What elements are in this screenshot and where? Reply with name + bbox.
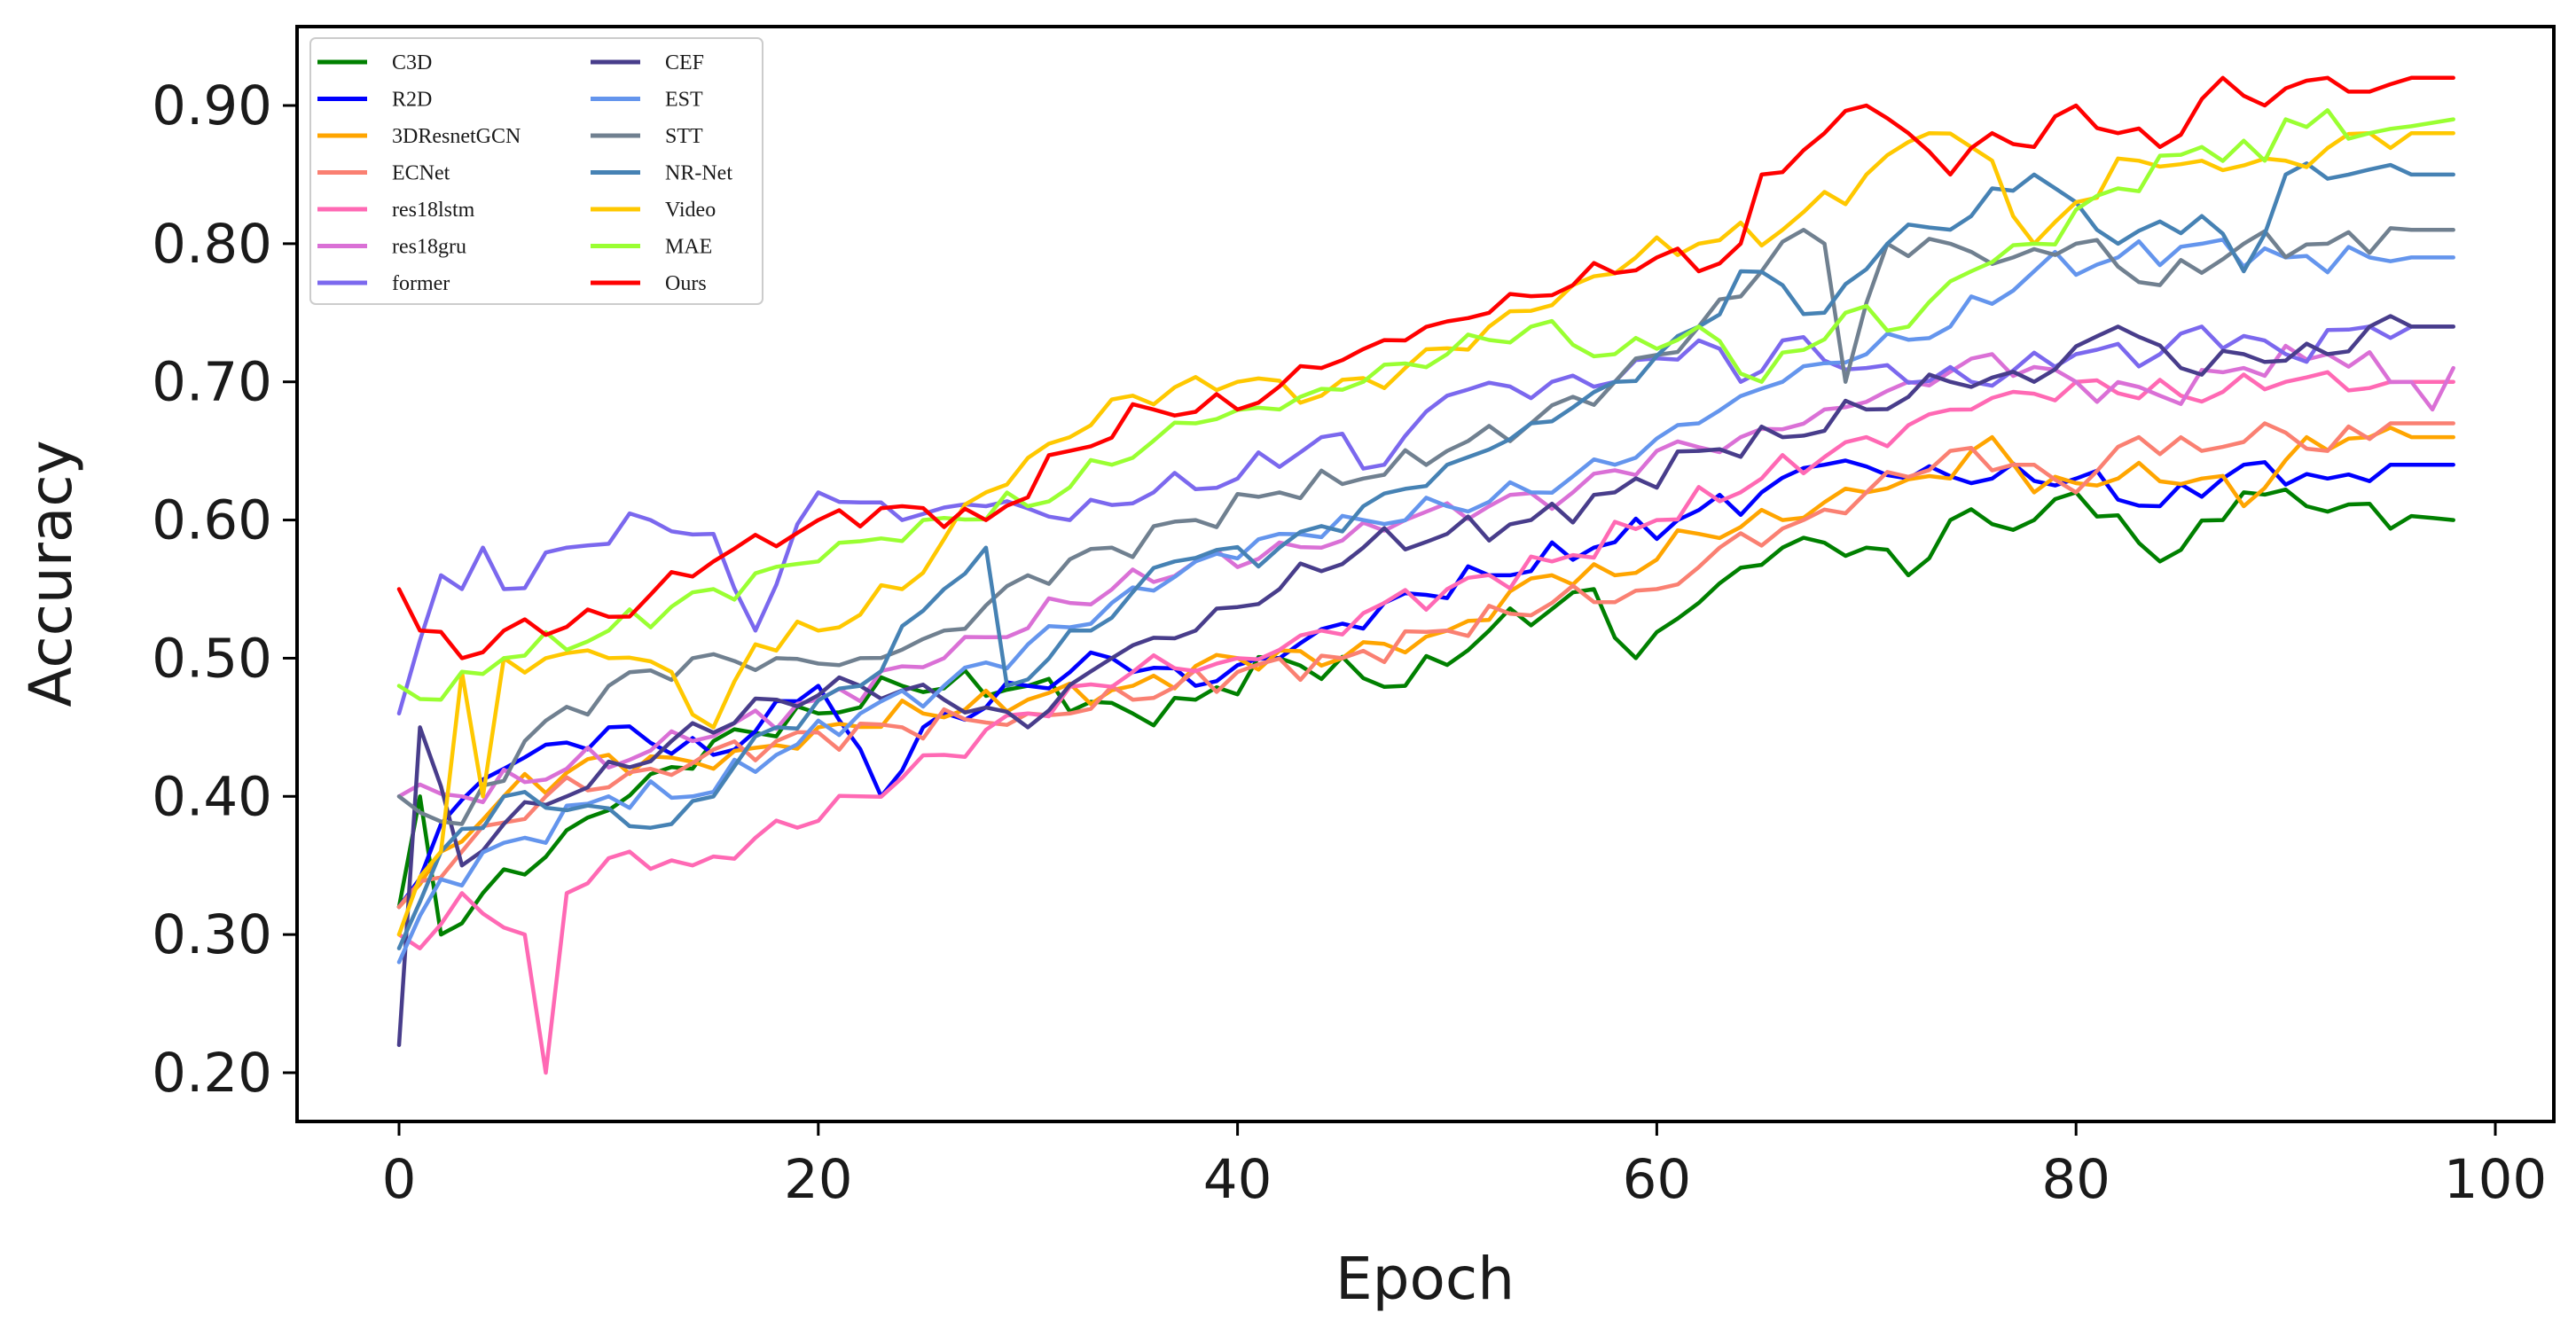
legend-label: Video xyxy=(665,199,716,222)
legend-label: EST xyxy=(665,89,703,112)
y-tick-label: 0.20 xyxy=(152,1042,272,1105)
y-axis-title: Accuracy xyxy=(17,440,85,707)
legend-label: STT xyxy=(665,125,703,148)
y-tick-label: 0.80 xyxy=(152,213,272,276)
legend: C3D R2D 3DResnetGCN ECNet res18lstm res18gru f… xyxy=(309,37,763,305)
legend-label: former xyxy=(392,272,450,295)
y-tick-label: 0.40 xyxy=(152,765,272,828)
legend-box xyxy=(309,37,763,305)
legend-label: CEF xyxy=(665,51,704,74)
legend-label: NR-Net xyxy=(665,162,732,185)
series-line-r2d xyxy=(396,458,2455,910)
x-tick-label: 20 xyxy=(784,1148,853,1211)
legend-label: C3D xyxy=(392,51,432,74)
series-line-ours xyxy=(396,75,2455,660)
legend-label: Ours xyxy=(665,272,707,295)
x-tick-label: 80 xyxy=(2041,1148,2110,1211)
x-tick-label: 60 xyxy=(1623,1148,1692,1211)
series-line-res18gru xyxy=(396,343,2455,805)
series-line-mae xyxy=(396,108,2455,702)
series-line-cef xyxy=(396,314,2455,1048)
series-line-stt xyxy=(396,226,2455,826)
legend-label: res18gru xyxy=(392,236,466,259)
series-line-nr-net xyxy=(396,161,2455,950)
legend-label: res18lstm xyxy=(392,199,475,222)
y-tick-label: 0.70 xyxy=(152,351,272,414)
legend-label: 3DResnetGCN xyxy=(392,125,521,148)
y-tick-label: 0.60 xyxy=(152,489,272,552)
y-tick-label: 0.30 xyxy=(152,903,272,966)
legend-label: ECNet xyxy=(392,162,450,185)
series-line-c3d xyxy=(396,487,2455,937)
series-line-former xyxy=(396,324,2455,716)
series-line-video xyxy=(396,130,2455,937)
axis-layer: 0 20 40 60 80 100 0.20 0.30 0.40 0.50 0.60 0.70 0.80… xyxy=(152,74,2547,1211)
series-line-ecnet xyxy=(396,421,2455,910)
series-layer xyxy=(396,75,2455,1075)
legend-label: MAE xyxy=(665,236,712,259)
x-tick-label: 100 xyxy=(2444,1148,2547,1211)
y-tick-label: 0.90 xyxy=(152,74,272,137)
x-tick-label: 40 xyxy=(1203,1148,1272,1211)
x-axis-title: Epoch xyxy=(1335,1245,1515,1313)
legend-label: R2D xyxy=(392,89,432,112)
y-tick-label: 0.50 xyxy=(152,627,272,690)
plot-frame xyxy=(295,25,2556,1123)
x-tick-label: 0 xyxy=(382,1148,417,1211)
